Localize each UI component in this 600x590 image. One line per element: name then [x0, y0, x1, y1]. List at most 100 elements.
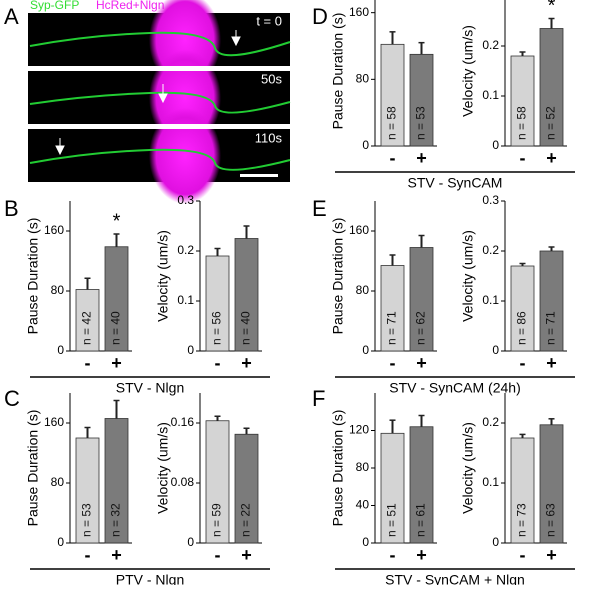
- y-axis-label: Pause Duration (s): [25, 410, 41, 527]
- y-tick-label: 0: [492, 343, 499, 357]
- n-label: n = 22: [239, 503, 253, 537]
- n-label: n = 61: [414, 503, 428, 537]
- n-label: n = 40: [239, 311, 253, 345]
- n-label: n = 71: [544, 311, 558, 345]
- y-tick-label: 0.3: [482, 0, 499, 2]
- y-axis-label: Pause Duration (s): [330, 13, 346, 130]
- category-label: -: [390, 545, 396, 565]
- category-label: +: [416, 545, 427, 565]
- y-tick-label: 0.16: [171, 415, 195, 429]
- category-label: +: [546, 148, 557, 168]
- y-tick-label: 0.1: [177, 293, 194, 307]
- n-label: n = 32: [109, 503, 123, 537]
- panel-letter: E: [312, 196, 327, 221]
- category-label: +: [416, 353, 427, 373]
- panel-caption: STV - SynCAM + Nlgn: [385, 572, 525, 585]
- y-tick-label: 80: [356, 283, 370, 297]
- y-tick-label: 0: [57, 343, 64, 357]
- panel-letter: A: [4, 4, 19, 29]
- category-label: -: [520, 353, 526, 373]
- y-tick-label: 160: [44, 223, 64, 237]
- category-label: -: [390, 353, 396, 373]
- significance-mark: *: [548, 0, 556, 17]
- y-tick-label: 0.1: [482, 88, 499, 102]
- category-label: -: [215, 353, 221, 373]
- panel-caption: STV - SynCAM: [408, 175, 503, 191]
- n-label: n = 58: [385, 106, 399, 140]
- n-label: n = 52: [544, 106, 558, 140]
- panel-letter: F: [312, 386, 325, 411]
- y-tick-label: 0: [362, 535, 369, 549]
- n-label: n = 51: [385, 503, 399, 537]
- y-tick-label: 160: [44, 415, 64, 429]
- n-label: n = 73: [515, 503, 529, 537]
- y-tick-label: 0.3: [177, 193, 194, 207]
- y-tick-label: 0: [492, 535, 499, 549]
- y-tick-label: 160: [349, 5, 369, 19]
- n-label: n = 56: [210, 311, 224, 345]
- category-label: -: [520, 148, 526, 168]
- panel-letter: C: [4, 386, 20, 411]
- y-tick-label: 0: [362, 138, 369, 152]
- n-label: n = 42: [80, 311, 94, 345]
- y-tick-label: 0.3: [482, 193, 499, 207]
- time-label: t = 0: [256, 13, 282, 28]
- y-axis-label: Pause Duration (s): [330, 218, 346, 335]
- panel-letter: B: [4, 196, 19, 221]
- y-tick-label: 0: [187, 343, 194, 357]
- y-axis-label: Velocity (um/s): [460, 230, 476, 322]
- y-tick-label: 120: [349, 423, 369, 437]
- y-tick-label: 0.1: [482, 475, 499, 489]
- n-label: n = 59: [210, 503, 224, 537]
- n-label: n = 53: [414, 106, 428, 140]
- category-label: +: [416, 148, 427, 168]
- n-label: n = 62: [414, 311, 428, 345]
- y-tick-label: 0.2: [482, 415, 499, 429]
- panel-caption: STV - SynCAM (24h): [389, 380, 520, 396]
- n-label: n = 53: [80, 503, 94, 537]
- time-label: 110s: [255, 130, 283, 145]
- y-axis-label: Velocity (um/s): [460, 422, 476, 514]
- n-label: n = 86: [515, 311, 529, 345]
- y-axis-label: Pause Duration (s): [330, 410, 346, 527]
- n-label: n = 40: [109, 311, 123, 345]
- category-label: +: [241, 545, 252, 565]
- y-tick-label: 0: [362, 343, 369, 357]
- category-label: +: [546, 353, 557, 373]
- y-tick-label: 40: [356, 498, 370, 512]
- category-label: +: [111, 353, 122, 373]
- time-label: 50s: [261, 71, 282, 86]
- y-tick-label: 0: [57, 535, 64, 549]
- n-label: n = 63: [544, 503, 558, 537]
- category-label: -: [215, 545, 221, 565]
- category-label: -: [520, 545, 526, 565]
- y-tick-label: 0.2: [177, 243, 194, 257]
- n-label: n = 58: [515, 106, 529, 140]
- y-tick-label: 160: [349, 223, 369, 237]
- y-tick-label: 0.1: [482, 293, 499, 307]
- panel-caption: STV - Nlgn: [116, 380, 184, 396]
- category-label: -: [390, 148, 396, 168]
- y-tick-label: 0: [187, 535, 194, 549]
- channel-label: HcRed+Nlgn: [96, 0, 164, 12]
- y-tick-label: 80: [51, 283, 65, 297]
- y-axis-label: Velocity (um/s): [155, 422, 171, 514]
- panel-letter: D: [312, 4, 328, 29]
- category-label: -: [85, 545, 91, 565]
- y-axis-label: Velocity (um/s): [155, 230, 171, 322]
- n-label: n = 71: [385, 311, 399, 345]
- panel-caption: PTV - Nlgn: [116, 572, 184, 585]
- y-tick-label: 80: [356, 72, 370, 86]
- y-tick-label: 80: [356, 460, 370, 474]
- y-tick-label: 0.2: [482, 38, 499, 52]
- significance-mark: *: [113, 210, 121, 232]
- y-axis-label: Pause Duration (s): [25, 218, 41, 335]
- micrograph-strips: [28, 0, 291, 204]
- y-tick-label: 80: [51, 475, 65, 489]
- category-label: +: [241, 353, 252, 373]
- y-tick-label: 0.08: [171, 475, 195, 489]
- category-label: +: [546, 545, 557, 565]
- category-label: -: [85, 353, 91, 373]
- y-tick-label: 0: [492, 138, 499, 152]
